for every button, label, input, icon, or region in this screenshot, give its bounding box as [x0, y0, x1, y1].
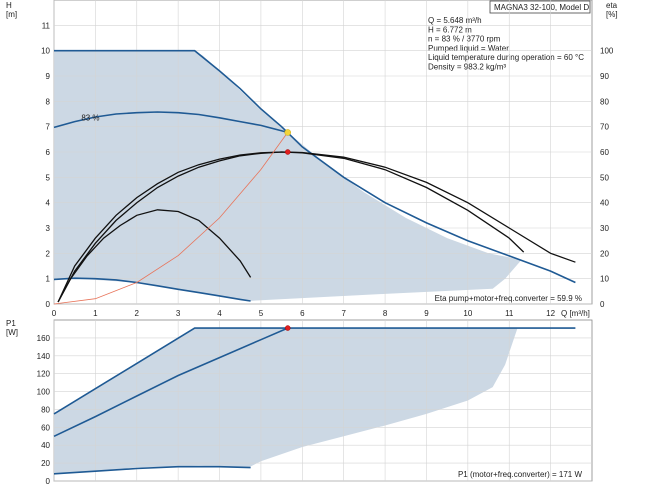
- y-tick-label: 6: [46, 148, 51, 157]
- y-tick-label: 0: [46, 477, 51, 486]
- eta-tick-label: 70: [600, 123, 609, 132]
- duty-point-yellow: [284, 129, 291, 136]
- y-tick-label: 100: [37, 388, 51, 397]
- pump-curve: [54, 49, 576, 284]
- eta-tick-label: 50: [600, 173, 609, 182]
- info-line: H = 6.772 m: [428, 25, 472, 34]
- y-tick-label: 2: [46, 249, 51, 258]
- x-tick-label: 0: [52, 309, 57, 318]
- pump-curve: [53, 465, 251, 475]
- y-tick-label: 60: [41, 423, 50, 432]
- x-tick-label: 2: [135, 309, 140, 318]
- x-tick-label: 12: [546, 309, 555, 318]
- x-tick-label: 5: [259, 309, 264, 318]
- x-tick-label: 10: [463, 309, 472, 318]
- x-tick-label: 11: [505, 309, 514, 318]
- eta-axis-label: eta: [606, 1, 618, 10]
- power-axis-label: P1: [6, 319, 16, 328]
- x-tick-label: 9: [424, 309, 429, 318]
- power-axis-unit: [W]: [6, 328, 18, 337]
- head-axis-unit: [m]: [6, 10, 17, 19]
- y-tick-label: 8: [46, 97, 51, 106]
- y-tick-label: 9: [46, 72, 51, 81]
- pump-curve: [53, 277, 251, 302]
- system-curve: [53, 132, 289, 305]
- model-title-box: [489, 0, 591, 14]
- info-line: Pumped liquid = Water: [428, 44, 509, 53]
- operating-range-envelope: [54, 328, 518, 474]
- head-axis-label: H: [6, 1, 12, 10]
- power-plot: P1[W] 0 20 40 60 80 100 120 140 160 P1 (motor+freq…: [6, 319, 593, 486]
- y-tick-label: 11: [42, 21, 51, 30]
- x-tick-label: 6: [300, 309, 305, 318]
- y-tick-label: 120: [37, 370, 51, 379]
- eta-tick-label: 0: [600, 300, 605, 309]
- x-axis-label: Q [m³/h]: [561, 309, 590, 318]
- speed-curve-label: 83 %: [81, 113, 99, 122]
- y-tick-label: 160: [37, 334, 51, 343]
- operating-range-envelope: [54, 50, 522, 302]
- info-line: Liquid temperature during operation = 60…: [428, 53, 584, 62]
- y-tick-label: 40: [41, 441, 50, 450]
- x-tick-label: 1: [93, 309, 98, 318]
- x-tick-label: 8: [383, 309, 388, 318]
- x-tick-label: 4: [217, 309, 222, 318]
- y-tick-label: 10: [41, 47, 50, 56]
- eta-tick-label: 20: [600, 249, 609, 258]
- y-tick-label: 5: [46, 173, 51, 182]
- eta-tick-label: 40: [600, 199, 609, 208]
- efficiency-curve: [57, 151, 525, 303]
- y-tick-label: 140: [37, 352, 51, 361]
- eta-tick-label: 100: [600, 47, 614, 56]
- y-tick-label: 0: [46, 300, 51, 309]
- y-tick-label: 1: [46, 275, 51, 284]
- duty-point-red: [284, 149, 291, 155]
- y-tick-label: 80: [41, 405, 50, 414]
- info-line: Density = 983.2 kg/m³: [428, 63, 506, 72]
- info-line: Q = 5.648 m³/h: [428, 16, 482, 25]
- info-line: n = 83 % / 3770 rpm: [428, 35, 501, 44]
- y-tick-label: 7: [46, 123, 51, 132]
- x-tick-label: 7: [341, 309, 346, 318]
- eta-tick-label: 10: [600, 275, 609, 284]
- y-tick-label: 20: [41, 459, 50, 468]
- x-tick-label: 3: [176, 309, 181, 318]
- duty-point-red: [284, 325, 291, 331]
- eta-tick-label: 80: [600, 97, 609, 106]
- model-title: MAGNA3 32-100, Model D: [494, 3, 589, 12]
- efficiency-curve: [57, 209, 252, 303]
- eta-tick-label: 60: [600, 148, 609, 157]
- operating-info-block: Q = 5.648 m³/hH = 6.772 mn = 83 % / 3770…: [428, 16, 584, 72]
- pump-curve: [53, 111, 288, 134]
- power-footer: P1 (motor+freq.converter) = 171 W: [458, 470, 583, 479]
- y-tick-label: 3: [46, 224, 51, 233]
- eta-tick-label: 90: [600, 72, 609, 81]
- eta-tick-label: 30: [600, 224, 609, 233]
- efficiency-footer: Eta pump+motor+freq.converter = 59.9 %: [435, 294, 582, 303]
- eta-axis-unit: [%]: [606, 10, 618, 19]
- y-tick-label: 4: [46, 199, 51, 208]
- pump-curve: [53, 327, 289, 438]
- pump-curve: [53, 327, 576, 415]
